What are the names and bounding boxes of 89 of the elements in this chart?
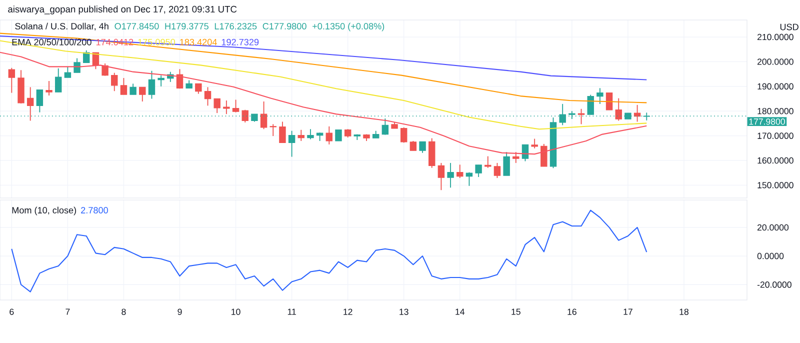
annotation: H179.3775 [165, 23, 208, 30]
candlestick [410, 140, 417, 152]
line-series [0, 32, 648, 104]
annotation: +0.1350 (+0.08%) [312, 22, 384, 32]
candlestick [64, 66, 72, 78]
candlestick [606, 92, 613, 110]
candlestick [54, 68, 62, 93]
candlestick [260, 100, 268, 130]
candlestick [148, 70, 156, 100]
chart-title: Solana / U.S. Dollar, 4h [15, 22, 108, 31]
candlestick [335, 130, 342, 142]
candlestick [158, 74, 164, 87]
candlestick [578, 108, 585, 125]
candlestick [307, 128, 314, 140]
y-tick-label: 170.0000 [758, 132, 794, 139]
annotation: C177.9800 [262, 23, 306, 30]
candlestick [204, 86, 212, 106]
candlestick [615, 98, 622, 122]
candlestick [382, 118, 389, 136]
candlestick [447, 162, 454, 188]
candlestick [130, 83, 136, 96]
annotation: 2.7800 [81, 207, 108, 214]
candlestick [46, 80, 52, 96]
x-tick-label: 17 [624, 308, 632, 315]
y-tick-label: 180.0000 [758, 108, 794, 114]
candlestick [419, 141, 426, 154]
x-tick-label: 9 [178, 308, 182, 315]
candlestick [540, 143, 548, 167]
line-series [0, 52, 648, 155]
y-tick-label: 150.0000 [758, 182, 794, 188]
series-label: 192.7329 [222, 38, 259, 46]
candlestick [120, 78, 128, 96]
y-tick-label: 20.0000 [757, 224, 789, 231]
candlestick [428, 138, 436, 168]
candlestick [36, 89, 44, 113]
candlestick [214, 98, 220, 114]
x-tick-label: 8 [122, 308, 126, 315]
candlestick [139, 86, 146, 102]
candlestick [8, 67, 16, 94]
annotation: L176.2325 [214, 23, 257, 30]
candlestick [634, 104, 641, 122]
candlestick [400, 126, 408, 144]
x-tick-label: 6 [10, 308, 14, 315]
candlestick [74, 58, 80, 74]
y-tick-label: 200.0000 [757, 58, 794, 65]
candlestick [195, 83, 202, 94]
y-tick-label: -20.0000 [757, 282, 792, 288]
series-label: 183.4204 [180, 38, 217, 46]
chart-subtitle: aiswarya_gopan published on Dec 17, 2021 09:31 UTC [8, 6, 237, 14]
line-series [0, 40, 648, 130]
x-tick-label: 18 [680, 308, 688, 315]
candlestick [83, 50, 90, 64]
line-series [0, 36, 648, 80]
candlestick [512, 152, 520, 164]
candlestick [298, 129, 304, 142]
y-tick-label: 0.0000 [757, 252, 784, 260]
candlestick [438, 162, 445, 191]
annotation: 177.9800 [749, 118, 785, 125]
x-tick-label: 12 [344, 308, 352, 315]
candlestick [111, 72, 118, 92]
candlestick [326, 126, 333, 145]
candlestick [242, 109, 248, 123]
candlestick [270, 124, 276, 136]
candlestick [102, 62, 108, 76]
candlestick [456, 164, 464, 178]
x-tick-label: 13 [400, 308, 408, 315]
candlestick [494, 162, 501, 178]
y-tick-label: 160.0000 [758, 157, 794, 164]
candlestick [232, 99, 240, 113]
x-tick-label: 10 [232, 308, 240, 315]
text: Mom (10, close) [12, 206, 76, 216]
x-tick-label: 11 [288, 308, 296, 315]
x-tick-label: 14 [456, 308, 465, 315]
legend-title: EMA 20/50/100/200 [12, 38, 92, 46]
candlestick [279, 121, 286, 144]
candlestick [466, 172, 473, 186]
y-tick-label: 190.0000 [758, 83, 794, 90]
candlestick [531, 138, 538, 149]
annotation: O177.8450 [114, 23, 159, 30]
x-tick-label: 16 [568, 308, 576, 315]
candlestick [26, 86, 34, 122]
x-tick-label: 15 [512, 308, 520, 315]
x-tick-label: 7 [66, 308, 70, 315]
y-tick-label: 210.0000 [757, 34, 794, 40]
y-axis-title: USD [780, 24, 798, 30]
candlestick [475, 164, 482, 178]
candlestick [503, 152, 510, 176]
candlestick [288, 130, 296, 158]
candlestick [596, 88, 604, 104]
